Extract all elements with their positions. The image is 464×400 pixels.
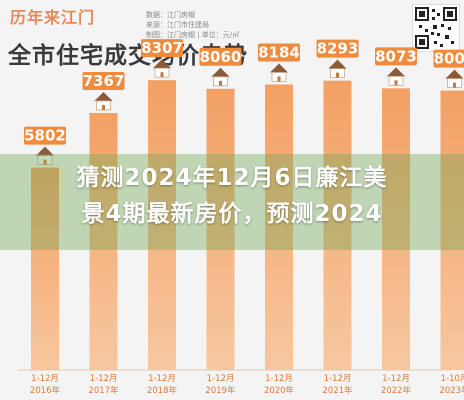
house-icon <box>219 80 222 86</box>
data-label-box <box>316 39 359 58</box>
x-tick-label: 1-12月 <box>31 374 59 384</box>
bar <box>206 88 235 370</box>
house-icon <box>43 159 47 165</box>
bar <box>31 167 59 370</box>
house-icon <box>328 59 347 69</box>
data-label: 5802 <box>24 127 66 145</box>
banner-headline: 猜测2024年12月6日廉江美 景4期最新房价，预测2024 <box>0 160 464 232</box>
source-line: 制图：江门房帽 | 单位：元/㎡ <box>146 31 240 39</box>
qr-code-image <box>412 4 460 52</box>
house-icon <box>270 63 288 73</box>
bar <box>323 80 352 370</box>
x-tick-label: 2023年 <box>439 385 464 396</box>
source-line: 来源：江门市住建局 <box>146 21 209 29</box>
data-label: 8060 <box>200 48 242 66</box>
bar <box>89 112 118 370</box>
bar <box>265 84 293 370</box>
data-label: 8184 <box>258 43 300 61</box>
house-icon <box>160 72 164 78</box>
house-icon <box>387 67 405 77</box>
x-tick-label: 1-10月 <box>441 374 464 384</box>
x-tick-label: 2021年 <box>322 385 353 396</box>
x-tick-label: 2019年 <box>205 385 236 396</box>
banner-line: 景4期最新房价，预测2024 <box>81 201 383 227</box>
data-label: 7367 <box>83 72 125 90</box>
bar <box>382 88 410 370</box>
house-icon <box>394 80 398 86</box>
data-label-box <box>82 71 125 90</box>
x-tick-label: 1-12月 <box>324 374 352 384</box>
house-icon <box>277 76 281 82</box>
bar <box>148 80 176 370</box>
data-label-box <box>258 43 300 62</box>
house-icon <box>153 59 171 69</box>
x-tick-label: 2018年 <box>147 385 178 396</box>
x-tick-label: 2020年 <box>264 385 295 396</box>
data-label: 8009 <box>434 50 464 68</box>
data-label-box <box>199 47 242 66</box>
house-icon <box>36 146 54 156</box>
x-tick-label: 1-12月 <box>382 374 410 384</box>
header-tag: 历年来江门 <box>10 8 96 27</box>
house-icon <box>336 72 339 78</box>
house-icon <box>453 82 456 88</box>
bar <box>440 90 464 370</box>
house-icon <box>94 91 113 101</box>
data-label: 8307 <box>141 39 183 57</box>
x-tick-label: 1-12月 <box>148 374 176 384</box>
x-tick-label: 2022年 <box>381 385 412 396</box>
house-icon <box>211 67 230 77</box>
overlay-banner <box>0 154 464 250</box>
source-line: 数据：江门房帽 <box>146 11 195 19</box>
x-tick-label: 1-12月 <box>265 374 293 384</box>
house-icon <box>102 104 105 110</box>
data-label-box <box>433 49 464 68</box>
data-label-box <box>375 47 417 66</box>
x-tick-label: 1-12月 <box>90 374 118 384</box>
data-label-box <box>141 39 183 58</box>
house-icon <box>445 69 464 79</box>
data-label-box <box>24 126 66 145</box>
x-tick-label: 2016年 <box>30 385 61 396</box>
data-label: 8293 <box>317 40 359 58</box>
x-tick-label: 2017年 <box>88 385 119 396</box>
banner-line: 猜测2024年12月6日廉江美 <box>76 165 388 191</box>
x-tick-label: 1-12月 <box>207 374 235 384</box>
data-label: 8073 <box>375 47 417 65</box>
